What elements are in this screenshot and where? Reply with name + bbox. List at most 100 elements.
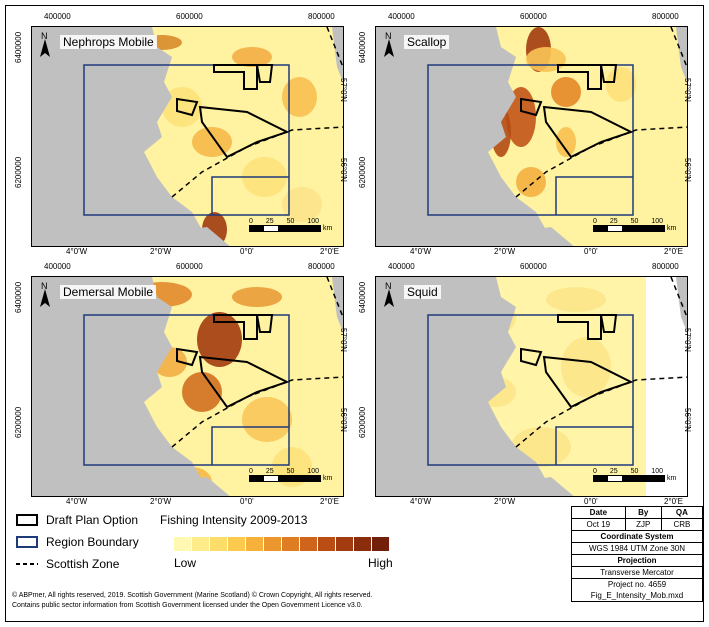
intensity-ramp-swatch (246, 537, 264, 551)
map-panel-title: Nephrops Mobile (60, 35, 157, 49)
easting-tick: 400000 (44, 12, 71, 21)
latitude-tick: 57°0'N (339, 78, 348, 102)
draft-plan-option (176, 97, 199, 117)
draft-plan-option (255, 314, 274, 333)
scale-bar: 0 25 50 100 km (249, 468, 337, 490)
draft-plan-option (520, 347, 543, 367)
longitude-tick: 4°0'W (66, 497, 88, 506)
map-panel-scallop: Scallop N 0 25 50 100 km 400000 600000 8000… (352, 8, 694, 256)
latitude-tick: 56°0'N (683, 158, 692, 182)
legend-region-boundary-label: Region Boundary (46, 535, 139, 549)
scale-label: 50 (630, 218, 639, 225)
draft-plan-option (542, 355, 634, 409)
scottish-zone-line (670, 27, 687, 70)
scottish-zone-line (515, 376, 687, 448)
longitude-tick: 0°0' (584, 247, 598, 256)
easting-tick: 800000 (652, 262, 679, 271)
intensity-legend-title: Fishing Intensity 2009-2013 (160, 513, 308, 527)
scale-bar-graphic (593, 225, 665, 232)
easting-tick: 400000 (388, 262, 415, 271)
date-header: Date (571, 506, 626, 519)
intensity-ramp-swatch (354, 537, 372, 551)
map-canvas: Nephrops Mobile N 0 25 50 100 km (31, 26, 344, 247)
longitude-tick: 2°0'E (664, 497, 683, 506)
map-panel-nephrops: Nephrops Mobile N 0 25 50 100 km 400000 600… (8, 8, 350, 256)
intensity-ramp-swatch (228, 537, 246, 551)
intensity-ramp-swatch (192, 537, 210, 551)
projection-value: Transverse Mercator (571, 566, 703, 579)
intensity-color-ramp (174, 537, 390, 551)
latitude-tick: 57°0'N (683, 78, 692, 102)
northing-tick: 6400000 (14, 281, 23, 313)
scale-label: 25 (609, 218, 618, 225)
easting-tick: 800000 (308, 12, 335, 21)
region-cutout (211, 176, 289, 215)
latitude-tick: 57°0'N (683, 328, 692, 352)
north-label: N (41, 31, 48, 41)
region-cutout (555, 176, 633, 215)
scale-unit: km (667, 475, 677, 482)
intensity-ramp-swatch (300, 537, 318, 551)
scale-label: 50 (286, 468, 295, 475)
easting-tick: 400000 (44, 262, 71, 271)
map-panel-demersal: Demersal Mobile N 0 25 50 100 km 400000 600… (8, 258, 350, 506)
land-england (172, 477, 230, 496)
scale-bar: 0 25 50 100 km (249, 218, 337, 240)
northing-tick: 6400000 (358, 281, 367, 313)
legend-scottish-zone: Scottish Zone (16, 557, 119, 571)
scale-bar-graphic (249, 225, 321, 232)
scale-label: 0 (249, 218, 253, 225)
map-svg (32, 27, 343, 246)
map-panel-title: Scallop (404, 35, 450, 49)
land-england (172, 227, 230, 246)
region-cutout (211, 426, 289, 465)
scale-bar-graphic (249, 475, 321, 482)
copyright-line-1: © ABPmer, All rights reserved, 2019. Sco… (12, 592, 373, 599)
northing-tick: 6400000 (14, 31, 23, 63)
draft-plan-option (198, 105, 290, 159)
latitude-tick: 56°0'N (339, 158, 348, 182)
north-arrow-icon: N (36, 281, 54, 309)
north-arrow-icon: N (380, 281, 398, 309)
north-label: N (385, 281, 392, 291)
legend-draft-plan: Draft Plan Option (16, 513, 138, 527)
scottish-zone-line (171, 126, 343, 198)
by-value: ZJP (624, 518, 662, 531)
intensity-patch (282, 187, 322, 222)
map-canvas: Squid N 0 25 50 100 km (375, 276, 688, 497)
scottish-zone-line (515, 126, 687, 198)
draft-plan-option (198, 355, 290, 409)
draft-plan-option (176, 347, 199, 367)
coordinate-system-value: WGS 1984 UTM Zone 30N (571, 542, 703, 555)
longitude-tick: 4°0'W (410, 497, 432, 506)
longitude-tick: 2°0'E (664, 247, 683, 256)
intensity-patch (556, 127, 576, 157)
easting-tick: 600000 (520, 12, 547, 21)
easting-tick: 600000 (520, 262, 547, 271)
map-panel-title: Squid (404, 285, 441, 299)
longitude-tick: 2°0'E (320, 247, 339, 256)
intensity-patch (526, 47, 566, 72)
land-scotland (376, 277, 555, 496)
north-label: N (41, 281, 48, 291)
map-panel-squid: Squid N 0 25 50 100 km 400000 600000 800000… (352, 258, 694, 506)
legend-scottish-zone-label: Scottish Zone (46, 557, 120, 571)
draft-plan-option (542, 105, 634, 159)
draft-plan-option (520, 97, 543, 117)
intensity-patch (232, 287, 282, 307)
scale-bar: 0 25 50 100 km (593, 468, 681, 490)
scale-label: 50 (630, 468, 639, 475)
easting-tick: 600000 (176, 12, 203, 21)
intensity-patch (546, 287, 606, 312)
land-england (516, 477, 574, 496)
north-arrow-icon: N (36, 31, 54, 59)
by-header: By (624, 506, 662, 519)
scale-label: 25 (265, 218, 274, 225)
scale-label: 25 (609, 468, 618, 475)
map-panel-title: Demersal Mobile (60, 285, 157, 299)
intensity-high-label: High (368, 556, 393, 570)
scottish-zone-symbol (16, 563, 38, 565)
scale-label: 100 (307, 468, 319, 475)
map-svg (32, 277, 343, 496)
scale-bar: 0 25 50 100 km (593, 218, 681, 240)
